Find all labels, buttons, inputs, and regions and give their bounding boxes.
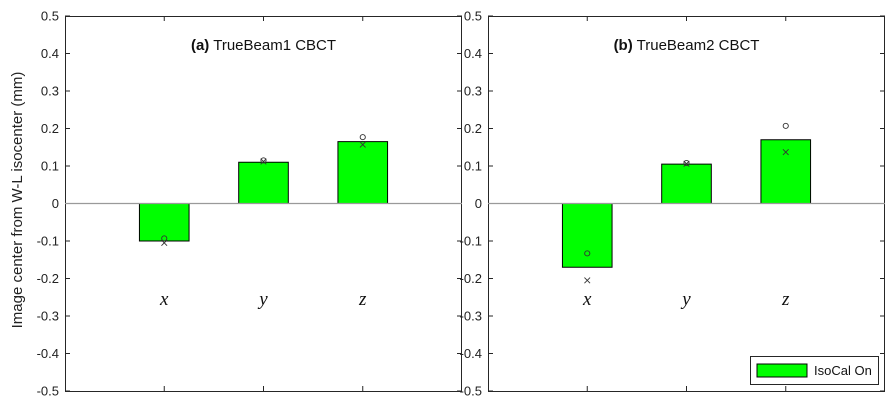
y-tick-label: 0.5 xyxy=(41,9,59,24)
circle-marker-x xyxy=(584,250,591,257)
cross-marker-x xyxy=(161,239,168,246)
panel-title-tag: (a) xyxy=(191,37,209,54)
y-tick-label: -0.3 xyxy=(460,309,482,324)
y-axis-label: Image center from W-L isocenter (mm) xyxy=(9,72,26,329)
panel-a: 0.5 0.4 0.3 0.2 0.1 0 -0.1 -0.2 -0.3 -0.4 -0.5 x y z (… xyxy=(37,9,462,397)
bar-y xyxy=(661,163,712,204)
y-tick-label: 0.3 xyxy=(41,84,59,99)
y-tick-label: -0.3 xyxy=(37,309,59,324)
circle-marker-y xyxy=(683,159,690,167)
y-tick-label: 0.2 xyxy=(41,121,59,136)
circle-marker-x xyxy=(161,235,168,242)
bar-x xyxy=(561,203,613,268)
y-tick-label: 0.4 xyxy=(464,46,482,61)
panel-title-text: TrueBeam1 CBCT xyxy=(213,37,336,54)
category-label-y: y xyxy=(680,289,691,310)
cross-marker-z xyxy=(782,149,789,156)
y-tick-label: 0.5 xyxy=(464,9,482,24)
legend-swatch xyxy=(756,363,808,378)
circle-marker-y xyxy=(260,157,267,164)
category-label-y: y xyxy=(257,289,268,310)
bar-z xyxy=(760,139,812,204)
y-tick-label: 0.3 xyxy=(464,84,482,99)
legend: IsoCal On xyxy=(750,356,879,385)
panel-title-text: TrueBeam2 CBCT xyxy=(637,37,760,54)
circle-marker-z xyxy=(359,134,366,141)
y-tick-label: 0.1 xyxy=(41,159,59,174)
y-tick-label: 0.2 xyxy=(464,121,482,136)
panel-b: 0.5 0.4 0.3 0.2 0.1 0 -0.1 -0.2 -0.3 -0.4 -0.5 x y z (… xyxy=(460,9,885,397)
cross-marker-z xyxy=(359,141,366,148)
y-tick-label: 0.4 xyxy=(41,46,59,61)
bar-y xyxy=(238,161,289,204)
y-tick-label: -0.1 xyxy=(37,234,59,249)
y-tick-label: -0.5 xyxy=(460,384,482,397)
legend-label: IsoCal On xyxy=(814,363,872,378)
category-label-x: x xyxy=(582,289,592,310)
category-label-x: x xyxy=(159,289,169,310)
y-tick-label: -0.5 xyxy=(37,384,59,397)
y-tick-label: -0.4 xyxy=(460,346,482,361)
circle-marker-z xyxy=(782,122,789,129)
panel-title-tag: (b) xyxy=(614,37,633,54)
cross-marker-y xyxy=(683,160,690,167)
y-tick-label: -0.4 xyxy=(37,346,59,361)
panel-title: (a) TrueBeam1 CBCT xyxy=(191,37,336,54)
y-tick-label: 0.1 xyxy=(464,159,482,174)
cross-marker-y xyxy=(260,158,267,165)
category-label-z: z xyxy=(781,289,790,310)
y-tick-label: -0.2 xyxy=(37,271,59,286)
y-tick-label: 0 xyxy=(52,196,59,211)
y-tick-label: -0.1 xyxy=(460,234,482,249)
panel-title: (b) TrueBeam2 CBCT xyxy=(614,37,760,54)
y-tick-label: 0 xyxy=(475,196,482,211)
y-tick-label: -0.2 xyxy=(460,271,482,286)
bar-z xyxy=(337,141,389,204)
cross-marker-x xyxy=(584,277,591,284)
category-label-z: z xyxy=(358,289,367,310)
